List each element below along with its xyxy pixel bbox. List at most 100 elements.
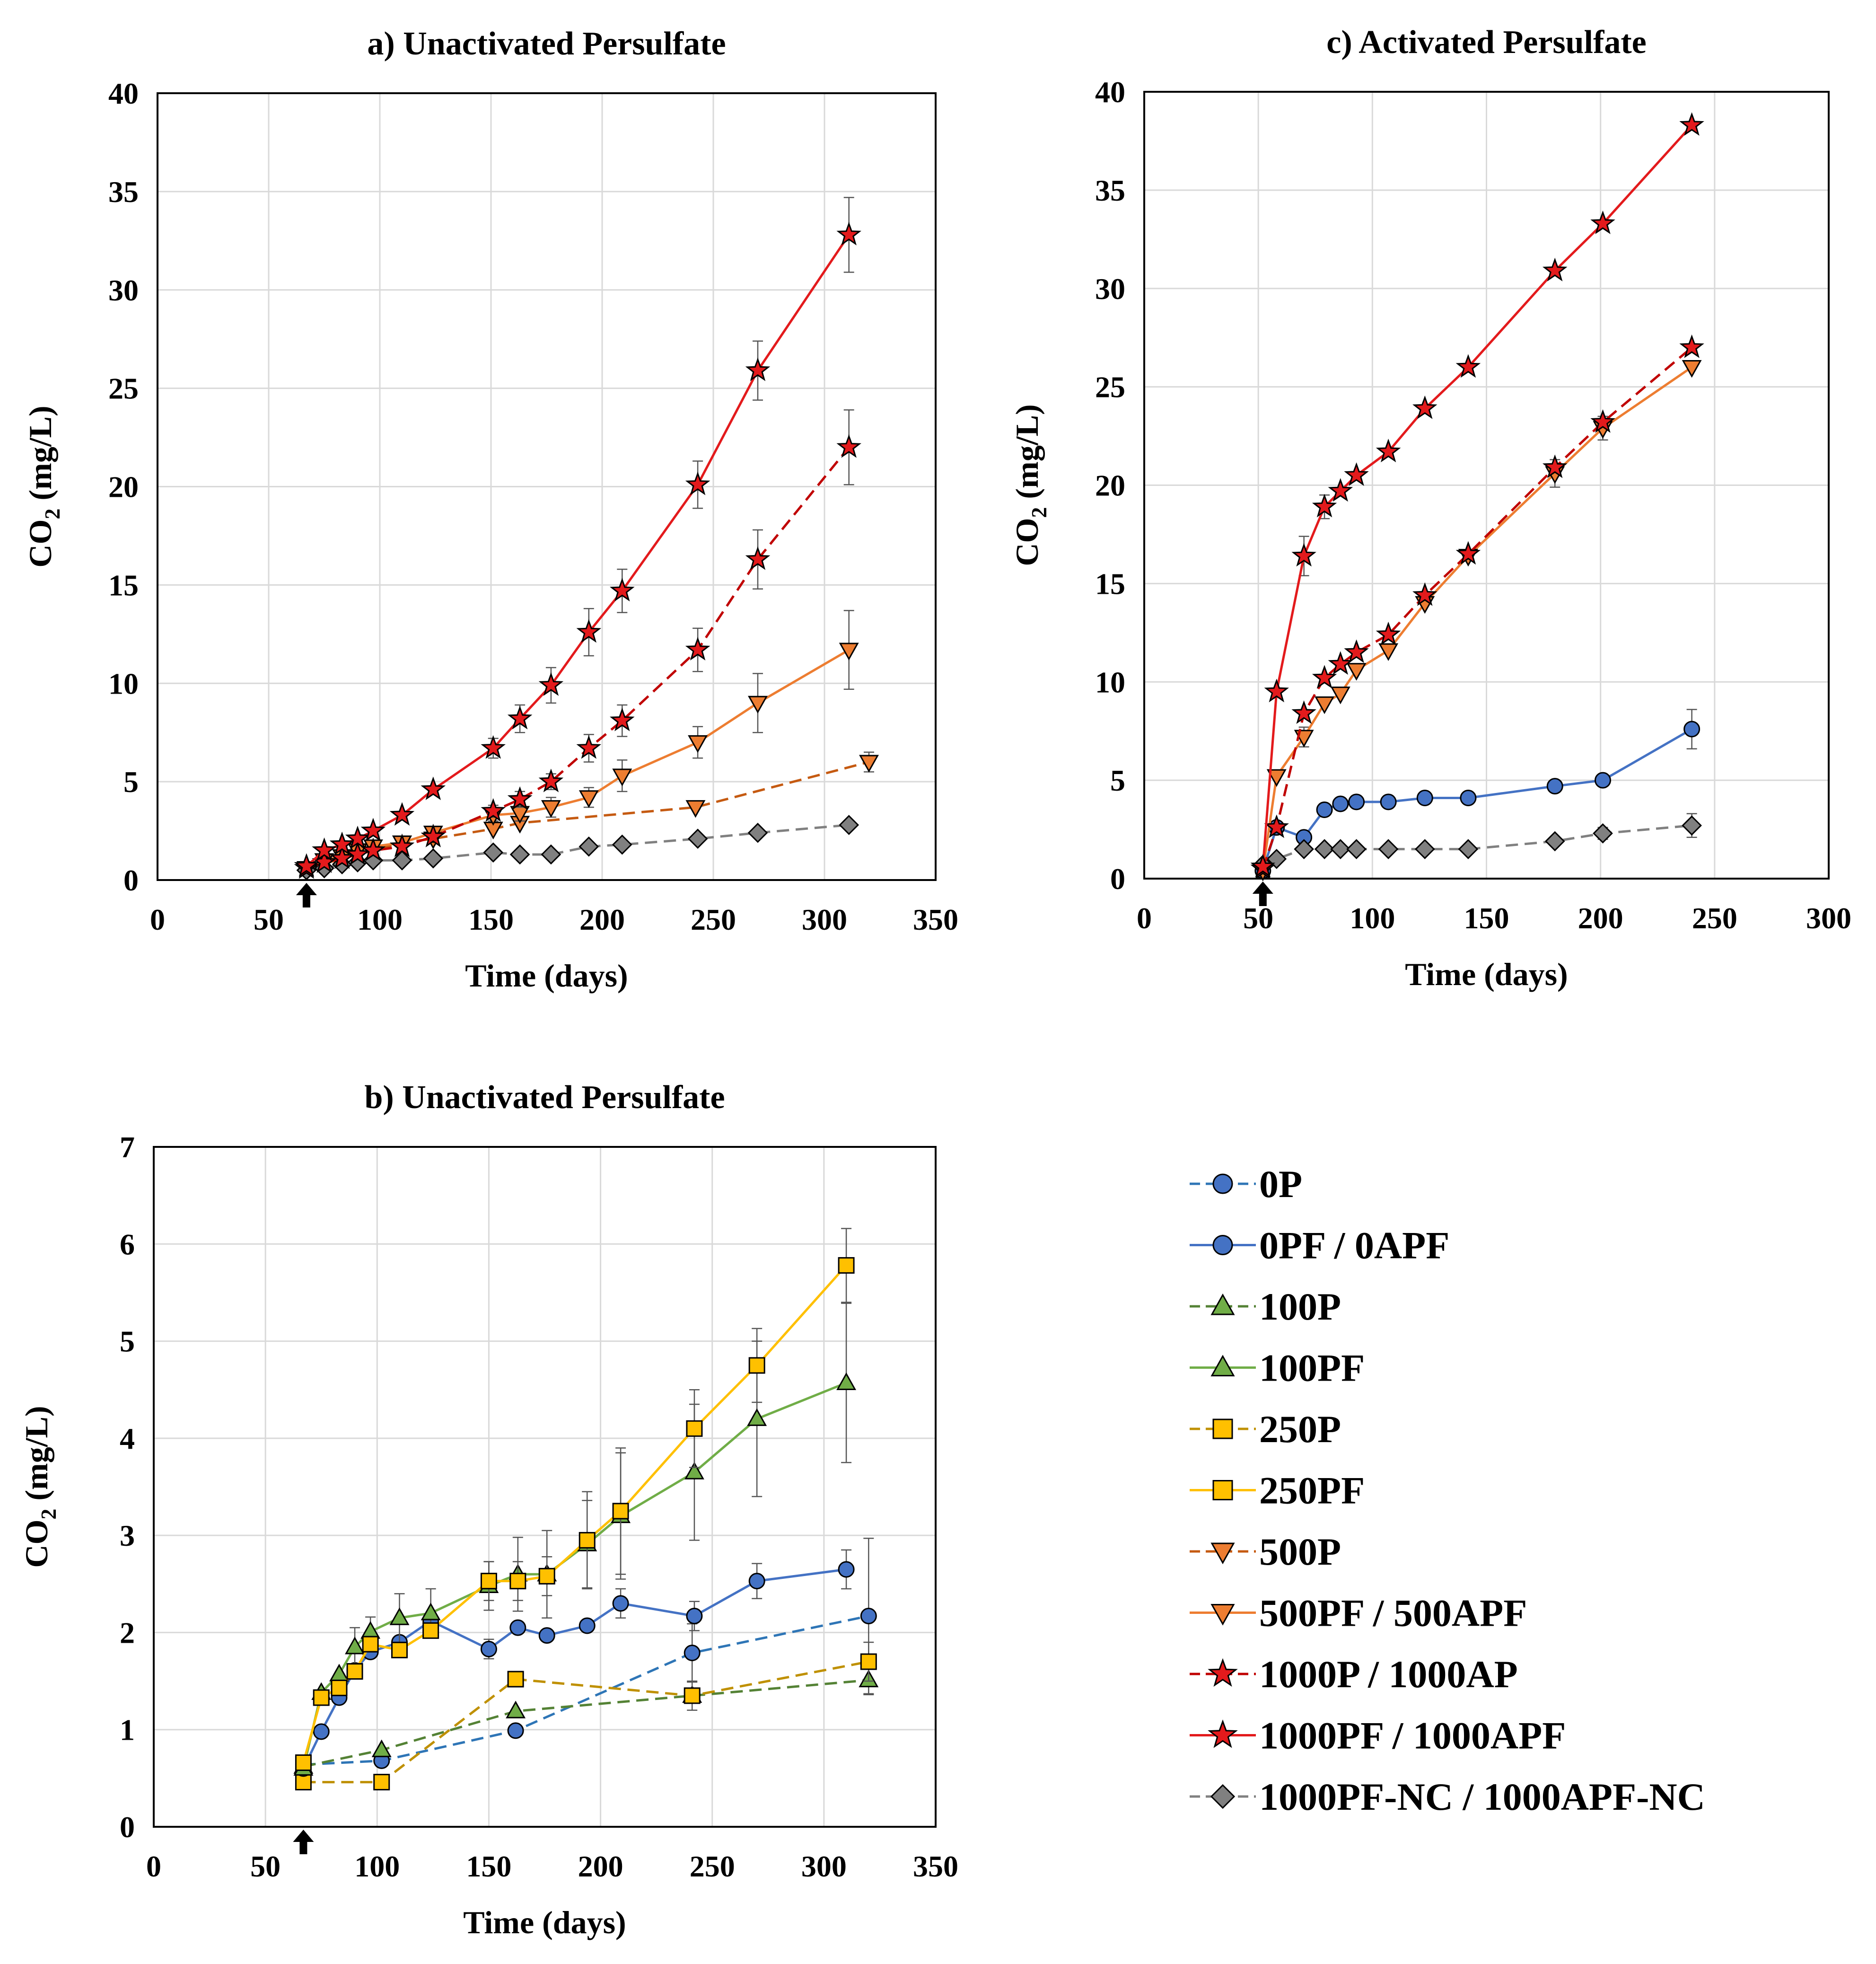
data-point [481,735,506,759]
y-tick-label: 7 [120,1130,135,1164]
series-1000P [294,409,861,879]
x-tick-label: 200 [578,1850,623,1883]
legend-marker [1210,1542,1235,1565]
legend-marker [1208,1658,1238,1687]
y-tick-label: 0 [120,1810,135,1844]
data-point [329,845,355,869]
legend-item: 0P [1190,1163,1302,1206]
x-tick-label: 250 [1692,901,1737,935]
data-point [1314,839,1335,859]
legend-label: 1000PF / 1000APF [1259,1714,1566,1757]
x-tick-label: 300 [1806,901,1851,935]
data-point [745,357,771,381]
data-point [1682,815,1702,836]
x-axis-label: Time (days) [463,1904,626,1940]
x-tick-label: 150 [1464,901,1509,935]
data-point [612,768,632,786]
data-point [1250,854,1276,878]
treatment-arrow [293,1830,314,1854]
data-point [480,1640,497,1657]
chart-title: b) Unactivated Persulfate [364,1079,725,1116]
x-tick-label: 300 [802,903,847,936]
legend-marker [1210,1784,1236,1809]
data-point [1455,541,1481,565]
y-tick-label: 3 [120,1519,135,1552]
legend-marker [1210,1293,1235,1315]
data-point [1328,651,1353,675]
data-point [507,1722,524,1739]
data-point [579,837,599,857]
legend-marker [1210,1355,1235,1376]
data-point [1291,700,1316,724]
legend-label: 500PF / 500APF [1259,1592,1527,1635]
legend-label: 250P [1259,1408,1341,1451]
y-tick-label: 20 [108,470,139,504]
x-tick-label: 300 [801,1850,847,1883]
chart-b-unactivated: 0 50 100 150 200 250 300 350 0 1 2 3 4 5 6 7 b) Unactiva… [18,1079,958,1940]
legend-item: 100PF [1190,1347,1365,1390]
treatment-arrow [296,883,317,907]
y-tick-label: 15 [108,568,139,602]
y-tick-label: 5 [1110,764,1125,797]
y-tick-label: 40 [1095,75,1125,109]
series-line [1262,124,1693,867]
x-tick-label: 150 [468,903,514,936]
data-point [1346,663,1367,681]
data-point [1414,839,1435,859]
x-tick-label: 50 [254,903,284,936]
legend-label: 1000P / 1000AP [1259,1653,1518,1696]
data-point [507,1671,524,1688]
y-tick-label: 0 [123,863,139,897]
data-point [1376,439,1401,463]
legend-item: 250P [1190,1408,1341,1451]
data-point [345,826,370,850]
y-tick-label: 20 [1095,469,1125,502]
data-point [391,1641,408,1658]
data-point [1590,409,1615,433]
y-tick-label: 35 [1095,174,1125,207]
legend-label: 100PF [1259,1347,1365,1390]
data-point [686,1608,703,1625]
legend-label: 1000PF-NC / 1000APF-NC [1259,1775,1705,1818]
data-point [1266,769,1287,787]
data-point [509,1619,526,1636]
y-tick-label: 30 [108,273,139,307]
x-tick-label: 0 [150,903,165,936]
data-point [329,831,355,855]
data-point [1455,354,1481,378]
y-tick-label: 0 [1110,862,1125,896]
data-point [1312,665,1337,689]
data-point [313,1689,330,1706]
series-250PF [295,1228,855,1771]
data-point [506,1700,526,1718]
data-point [1348,793,1365,810]
plot-frame [153,1146,937,1828]
data-point [541,800,561,818]
legend-label: 100P [1259,1285,1341,1328]
x-tick-label: 250 [691,903,736,936]
data-point [612,1595,629,1612]
x-tick-label: 100 [357,903,403,936]
data-point [422,1622,439,1639]
chart-a-unactivated: 0 50 100 150 200 250 300 350 0 5 10 15 20 25 30 35 40 a) … [22,26,958,994]
data-point [294,853,319,877]
data-point [748,1357,765,1374]
data-point [579,1532,596,1549]
legend-marker [1210,1604,1235,1626]
data-point [686,1420,703,1437]
data-point [1412,582,1438,606]
data-point [685,637,710,661]
data-point [1460,790,1477,807]
series-1000PF [294,197,861,877]
legend-item: 1000PF / 1000APF [1190,1714,1566,1757]
plot-frame [1143,91,1830,880]
data-point [1264,678,1289,703]
data-point [1542,454,1568,478]
data-point [745,546,771,570]
data-point [1412,395,1438,419]
data-point [362,1636,379,1653]
legend-item: 0PF / 0APF [1190,1224,1449,1267]
y-axis-label: CO2 (mg/L) [22,405,64,567]
data-point [1264,814,1289,838]
